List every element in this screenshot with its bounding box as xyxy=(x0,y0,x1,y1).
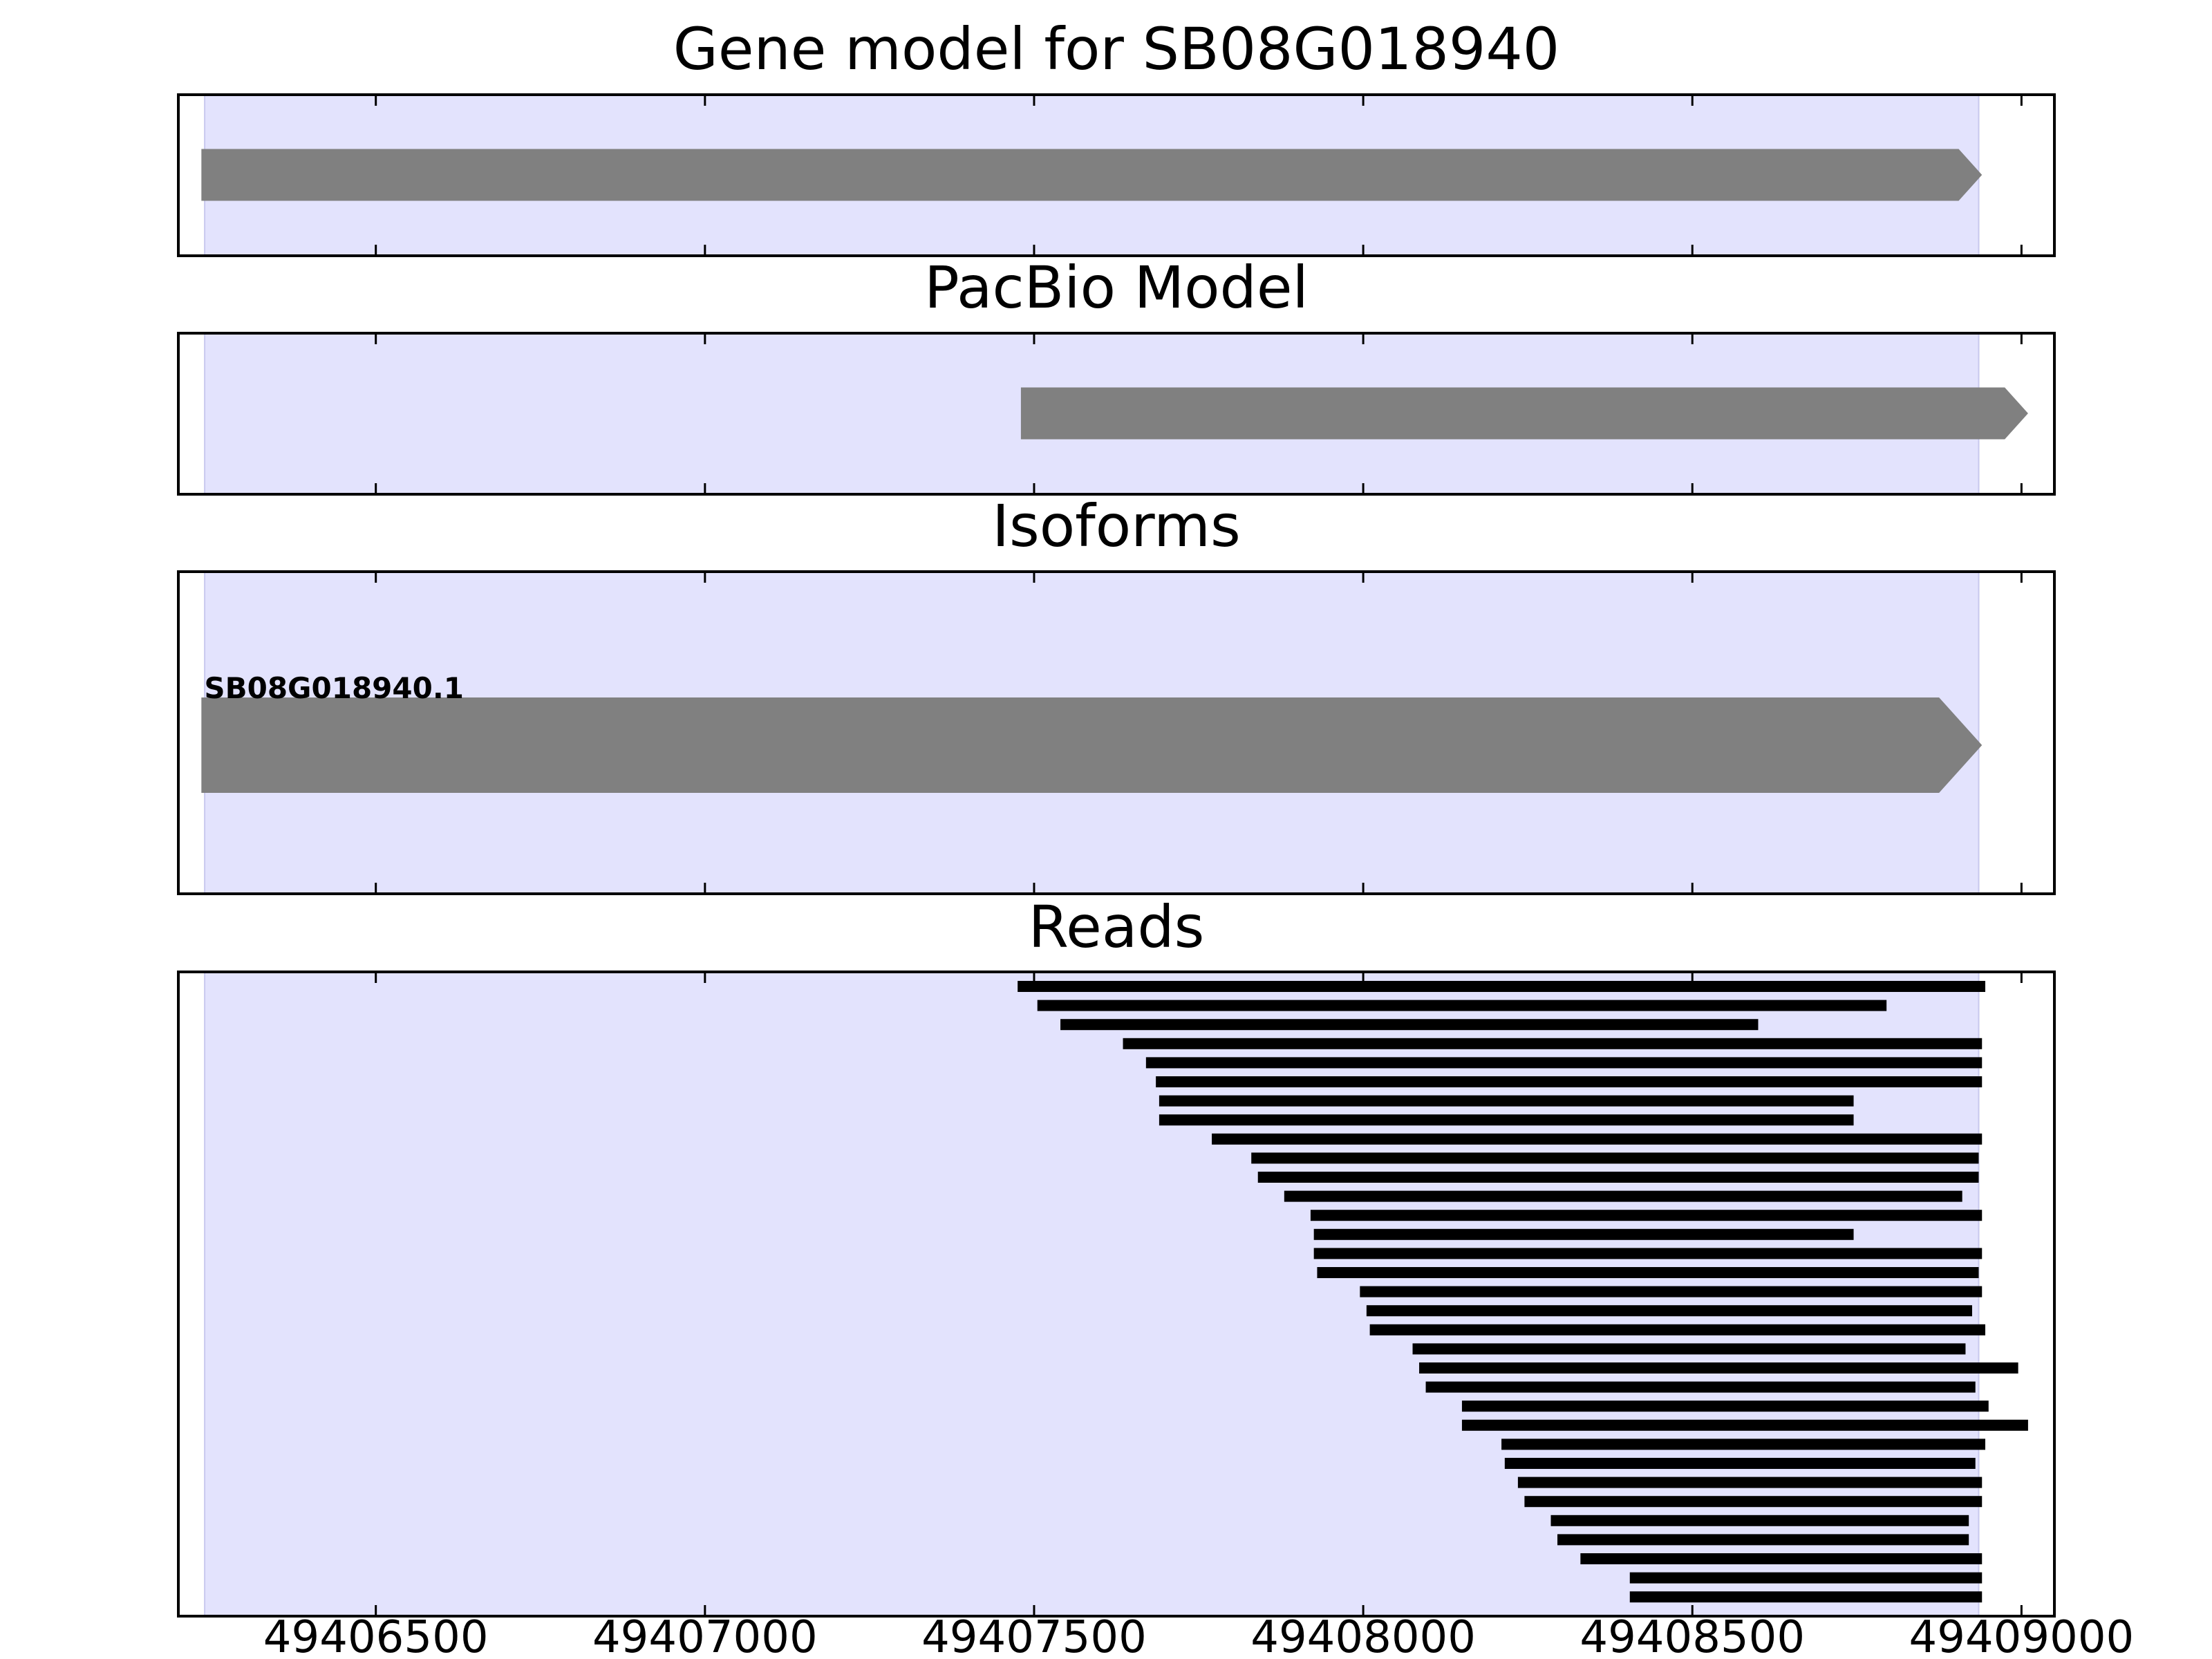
read-bar xyxy=(1360,1286,1983,1297)
read-bar xyxy=(1018,981,1986,992)
panel-frame xyxy=(177,971,2056,1618)
x-tick-label: 49407500 xyxy=(921,1612,1147,1659)
read-bar xyxy=(1284,1190,1962,1202)
read-bar xyxy=(1313,1248,1983,1259)
read-bar xyxy=(1425,1381,1976,1393)
read-bar xyxy=(1369,1324,1986,1335)
panel-title: Isoforms xyxy=(992,492,1241,560)
panel-3: Isoforms SB08G018940.1 xyxy=(177,492,2056,895)
read-bar xyxy=(1629,1591,1983,1603)
read-bar xyxy=(1159,1095,1854,1107)
read-bar xyxy=(1251,1152,1979,1164)
read-bar xyxy=(1580,1553,1983,1564)
read-bar xyxy=(1461,1419,2028,1431)
x-tick-label: 49408000 xyxy=(1250,1612,1476,1659)
read-bar xyxy=(1504,1458,1976,1469)
read-bar xyxy=(1412,1343,1966,1355)
read-bar xyxy=(1257,1172,1979,1183)
read-bar xyxy=(1060,1019,1759,1031)
x-tick-label: 49409000 xyxy=(1909,1612,2135,1659)
isoform-arrow xyxy=(201,697,1983,793)
read-bar xyxy=(1501,1438,1986,1450)
panel-title: Gene model for SB08G018940 xyxy=(673,15,1559,83)
panel-title: PacBio Model xyxy=(924,254,1309,321)
read-bar xyxy=(1123,1038,1983,1049)
read-bar xyxy=(1550,1515,1969,1526)
panel-frame xyxy=(177,93,2056,257)
read-bar xyxy=(1366,1305,1972,1317)
panel-title: Reads xyxy=(1029,893,1205,961)
panel-2: PacBio Model xyxy=(177,254,2056,496)
read-bar xyxy=(1156,1076,1983,1087)
gene-feature-arrow xyxy=(201,149,1983,201)
read-bar xyxy=(1317,1267,1979,1278)
isoform-label: SB08G018940.1 xyxy=(204,671,464,705)
panel-frame xyxy=(177,570,2056,895)
gene-feature-arrow xyxy=(1020,387,2028,440)
x-tick-label: 49406500 xyxy=(263,1612,489,1659)
panel-1: Gene model for SB08G018940 xyxy=(177,15,2056,257)
read-bar xyxy=(1145,1057,1983,1069)
read-bar xyxy=(1037,1000,1887,1011)
read-bar xyxy=(1159,1114,1854,1126)
read-bar xyxy=(1629,1572,1983,1584)
read-bar xyxy=(1419,1362,2018,1374)
read-bar xyxy=(1461,1400,1989,1412)
panel-4: Reads 49406500 49407000 49407500 49408000 494… xyxy=(177,893,2135,1659)
x-tick-label: 49407000 xyxy=(592,1612,818,1659)
read-bar xyxy=(1557,1534,1969,1546)
read-bar xyxy=(1517,1477,1983,1488)
read-bar xyxy=(1524,1496,1983,1508)
panel-frame xyxy=(177,332,2056,496)
read-bar xyxy=(1212,1133,1983,1145)
read-bar xyxy=(1310,1210,1983,1221)
x-tick-label: 49408500 xyxy=(1580,1612,1805,1659)
read-bar xyxy=(1313,1228,1854,1240)
